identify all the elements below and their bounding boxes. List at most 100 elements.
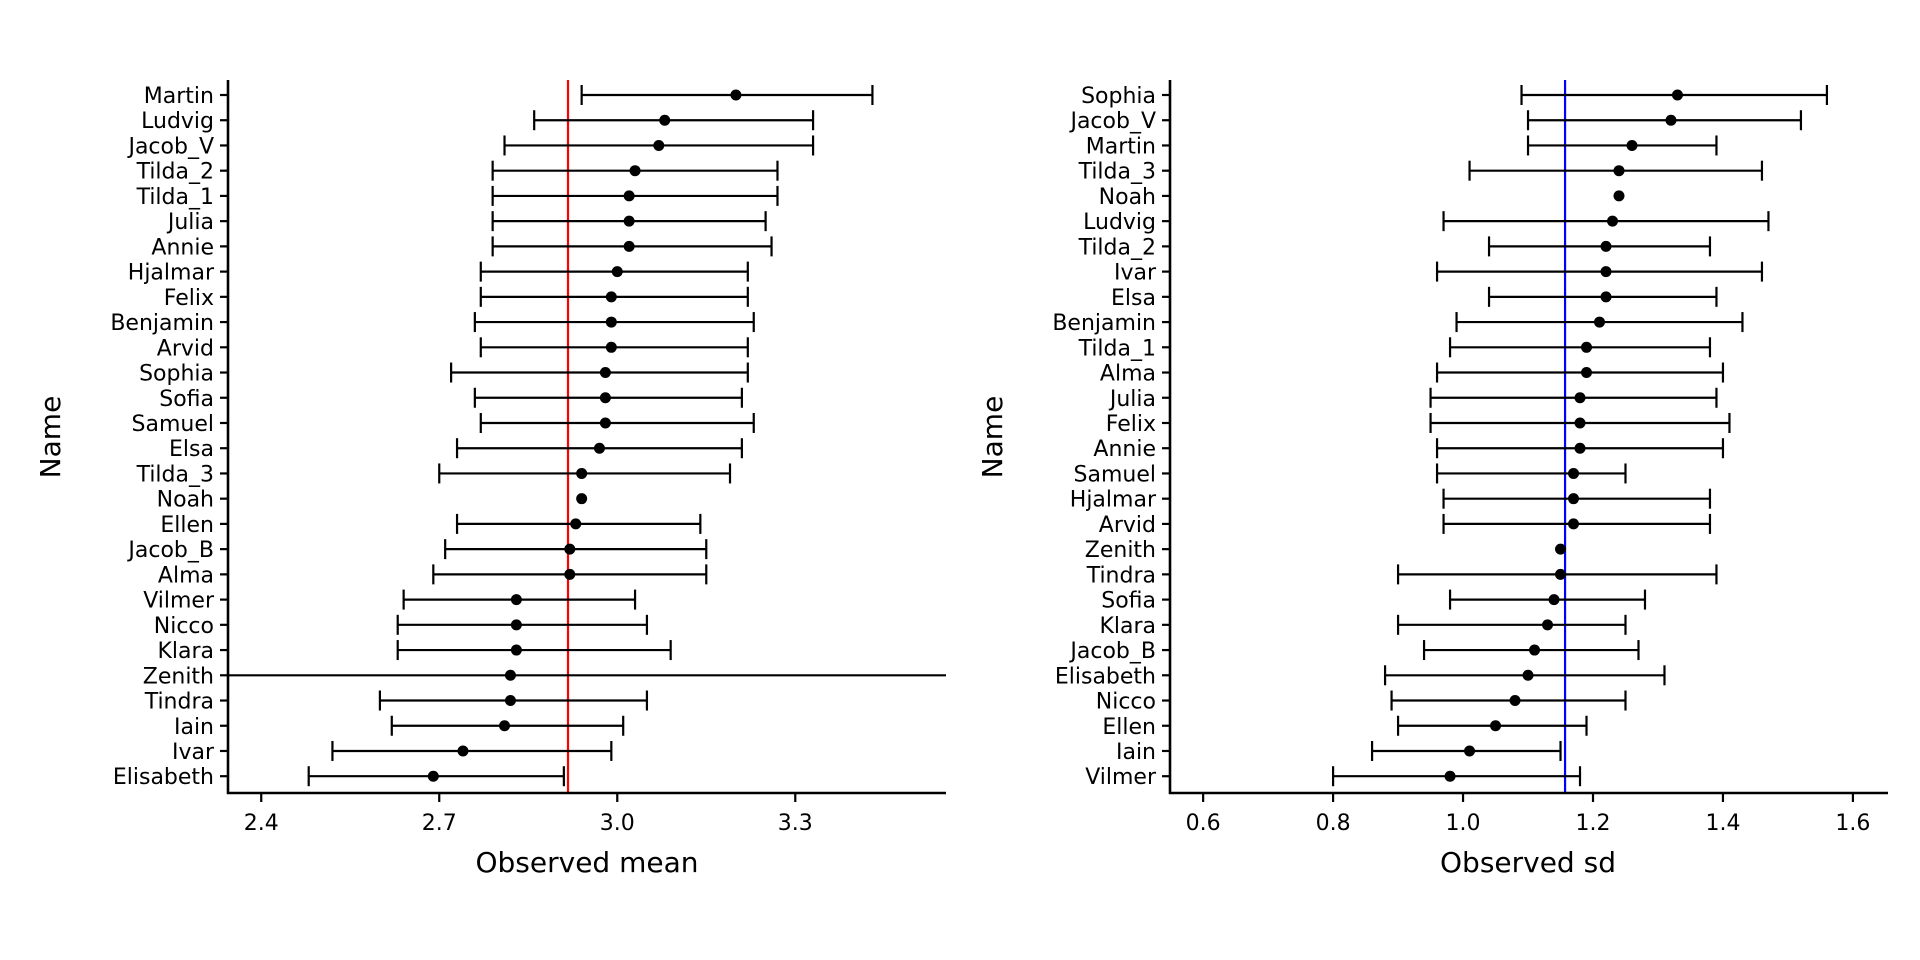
y-tick-label: Tilda_2 [136, 160, 214, 185]
data-point [1665, 114, 1677, 126]
y-tick-label: Tilda_1 [136, 185, 214, 210]
y-tick-label: Sofia [159, 387, 214, 412]
data-point [593, 442, 605, 454]
x-tick-label: 1.4 [1705, 811, 1740, 836]
data-point [1600, 266, 1612, 278]
y-tick-label: Tindra [144, 690, 214, 715]
data-point [623, 215, 635, 227]
y-tick-label: Ludvig [141, 109, 214, 134]
x-axis-title: Observed sd [1440, 846, 1616, 879]
y-tick-label: Alma [1100, 362, 1156, 387]
data-point [629, 165, 641, 177]
y-tick-label: Elsa [1111, 286, 1156, 311]
data-point [457, 745, 469, 757]
y-tick-label: Ivar [172, 740, 215, 765]
x-axis-title: Observed mean [475, 846, 698, 879]
y-tick-label: Sophia [1081, 84, 1156, 109]
data-point [1600, 291, 1612, 303]
panel-observed-mean: MartinLudvigJacob_VTilda_2Tilda_1JuliaAn… [34, 80, 946, 879]
data-point [499, 720, 511, 732]
data-point [1464, 745, 1476, 757]
data-point [605, 291, 617, 303]
x-tick-label: 3.3 [778, 811, 813, 836]
data-point [510, 594, 522, 606]
y-tick-label: Noah [1099, 185, 1156, 210]
data-point [611, 266, 623, 278]
y-tick-label: Julia [166, 210, 214, 235]
y-tick-label: Samuel [1074, 462, 1156, 487]
y-tick-label: Jacob_V [1068, 109, 1156, 134]
data-point [1444, 770, 1456, 782]
data-point [599, 417, 611, 429]
data-point [576, 493, 588, 505]
data-point [1522, 669, 1534, 681]
data-point [1555, 568, 1567, 580]
y-tick-label: Hjalmar [128, 261, 215, 286]
data-point [1613, 190, 1625, 202]
y-tick-label: Ludvig [1083, 210, 1156, 235]
data-point [623, 240, 635, 252]
x-tick-label: 0.6 [1186, 811, 1221, 836]
y-tick-label: Arvid [157, 336, 214, 361]
y-tick-label: Elisabeth [1055, 664, 1156, 689]
data-point [504, 695, 516, 707]
y-tick-label: Tindra [1086, 563, 1156, 588]
y-tick-label: Hjalmar [1070, 488, 1157, 513]
data-point [510, 644, 522, 656]
data-point [576, 467, 588, 479]
y-tick-label: Sophia [139, 362, 214, 387]
data-point [1542, 619, 1554, 631]
y-tick-label: Ellen [160, 513, 214, 538]
y-tick-label: Arvid [1099, 513, 1156, 538]
data-point [564, 543, 576, 555]
data-point [1574, 417, 1586, 429]
data-point [730, 89, 742, 101]
y-tick-label: Benjamin [110, 311, 214, 336]
x-tick-label: 2.7 [422, 811, 457, 836]
data-point [1613, 165, 1625, 177]
x-tick-label: 1.6 [1835, 811, 1870, 836]
data-point [1671, 89, 1683, 101]
y-tick-label: Ellen [1102, 715, 1156, 740]
data-point [1574, 442, 1586, 454]
x-tick-label: 1.0 [1446, 811, 1481, 836]
data-point [1581, 367, 1593, 379]
data-point [605, 341, 617, 353]
y-tick-label: Annie [1093, 437, 1156, 462]
y-tick-label: Tilda_3 [1078, 160, 1156, 185]
y-tick-label: Jacob_V [126, 134, 214, 159]
y-tick-label: Jacob_B [1068, 639, 1156, 664]
data-point [1509, 695, 1521, 707]
y-tick-label: Martin [1086, 134, 1156, 159]
data-point [659, 114, 671, 126]
y-tick-label: Annie [151, 235, 214, 260]
y-tick-label: Elisabeth [113, 765, 214, 790]
data-point [1568, 467, 1580, 479]
y-tick-label: Noah [157, 488, 214, 513]
y-tick-label: Benjamin [1052, 311, 1156, 336]
data-point [1606, 215, 1618, 227]
data-point [1548, 594, 1560, 606]
data-point [1626, 139, 1638, 151]
data-point [623, 190, 635, 202]
y-tick-label: Nicco [154, 614, 214, 639]
x-tick-label: 0.8 [1316, 811, 1351, 836]
data-point [605, 316, 617, 328]
data-point [1529, 644, 1541, 656]
data-point [1574, 392, 1586, 404]
y-axis-title: Name [976, 396, 1009, 479]
y-tick-label: Felix [164, 286, 214, 311]
data-point [504, 669, 516, 681]
data-point [599, 392, 611, 404]
y-tick-label: Jacob_B [126, 538, 214, 563]
y-tick-label: Tilda_1 [1078, 336, 1156, 361]
y-tick-label: Tilda_3 [136, 462, 214, 487]
data-point [599, 367, 611, 379]
y-tick-label: Vilmer [143, 589, 215, 614]
data-point [1568, 493, 1580, 505]
x-tick-label: 2.4 [244, 811, 279, 836]
data-point [1581, 341, 1593, 353]
y-tick-label: Nicco [1096, 690, 1156, 715]
data-point [1594, 316, 1606, 328]
